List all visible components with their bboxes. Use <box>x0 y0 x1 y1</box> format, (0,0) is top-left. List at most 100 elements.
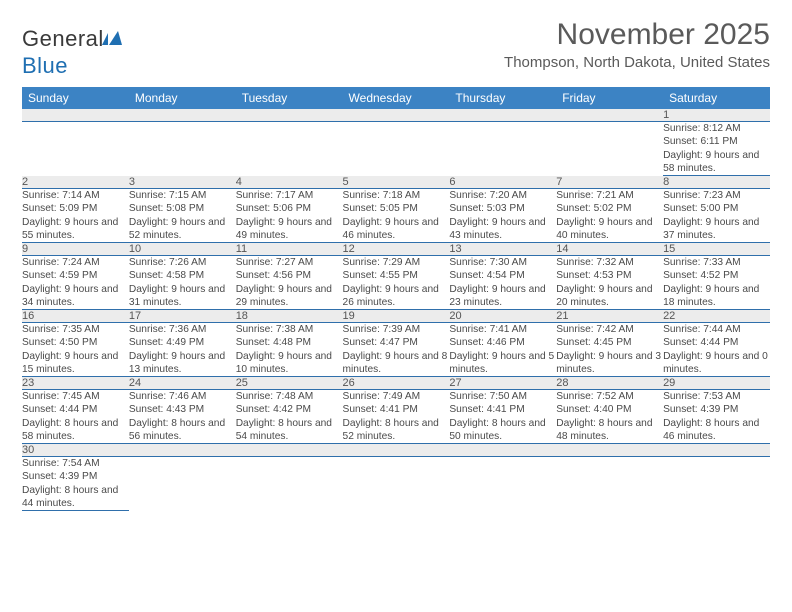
day-number <box>449 444 556 457</box>
sunset-text: Sunset: 4:42 PM <box>236 403 343 416</box>
day-number-row: 2345678 <box>22 176 770 189</box>
sunset-text: Sunset: 4:58 PM <box>129 269 236 282</box>
day-cell: Sunrise: 7:17 AMSunset: 5:06 PMDaylight:… <box>236 189 343 243</box>
day-number: 24 <box>129 377 236 390</box>
logo: GeneralBlue <box>22 26 125 79</box>
day-cell <box>449 457 556 511</box>
sunset-text: Sunset: 4:52 PM <box>663 269 770 282</box>
day-data-row: Sunrise: 7:45 AMSunset: 4:44 PMDaylight:… <box>22 390 770 444</box>
sunrise-text: Sunrise: 7:21 AM <box>556 189 663 202</box>
sunrise-text: Sunrise: 7:49 AM <box>343 390 450 403</box>
day-cell: Sunrise: 7:49 AMSunset: 4:41 PMDaylight:… <box>343 390 450 444</box>
weekday-header: Friday <box>556 87 663 109</box>
day-number: 3 <box>129 176 236 189</box>
day-cell <box>343 122 450 176</box>
sunrise-text: Sunrise: 7:39 AM <box>343 323 450 336</box>
sunset-text: Sunset: 4:39 PM <box>663 403 770 416</box>
sunset-text: Sunset: 4:40 PM <box>556 403 663 416</box>
sunrise-text: Sunrise: 7:38 AM <box>236 323 343 336</box>
weekday-header: Wednesday <box>343 87 450 109</box>
sunrise-text: Sunrise: 7:15 AM <box>129 189 236 202</box>
day-cell: Sunrise: 7:26 AMSunset: 4:58 PMDaylight:… <box>129 256 236 310</box>
daylight-text: Daylight: 9 hours and 49 minutes. <box>236 216 343 243</box>
day-cell: Sunrise: 7:27 AMSunset: 4:56 PMDaylight:… <box>236 256 343 310</box>
day-number <box>449 109 556 122</box>
sunset-text: Sunset: 4:44 PM <box>22 403 129 416</box>
day-number <box>343 444 450 457</box>
sunset-text: Sunset: 4:48 PM <box>236 336 343 349</box>
day-number <box>129 444 236 457</box>
day-cell: Sunrise: 7:23 AMSunset: 5:00 PMDaylight:… <box>663 189 770 243</box>
day-cell: Sunrise: 7:20 AMSunset: 5:03 PMDaylight:… <box>449 189 556 243</box>
sunrise-text: Sunrise: 7:23 AM <box>663 189 770 202</box>
day-cell <box>236 122 343 176</box>
day-cell: Sunrise: 7:38 AMSunset: 4:48 PMDaylight:… <box>236 323 343 377</box>
weekday-header: Saturday <box>663 87 770 109</box>
day-number-row: 16171819202122 <box>22 310 770 323</box>
sunset-text: Sunset: 4:41 PM <box>449 403 556 416</box>
sunrise-text: Sunrise: 7:45 AM <box>22 390 129 403</box>
day-number: 28 <box>556 377 663 390</box>
daylight-text: Daylight: 9 hours and 40 minutes. <box>556 216 663 243</box>
day-cell: Sunrise: 7:39 AMSunset: 4:47 PMDaylight:… <box>343 323 450 377</box>
sunset-text: Sunset: 4:59 PM <box>22 269 129 282</box>
calendar-body: 1Sunrise: 8:12 AMSunset: 6:11 PMDaylight… <box>22 109 770 511</box>
day-number: 5 <box>343 176 450 189</box>
sunrise-text: Sunrise: 7:46 AM <box>129 390 236 403</box>
sunset-text: Sunset: 5:09 PM <box>22 202 129 215</box>
sunrise-text: Sunrise: 7:32 AM <box>556 256 663 269</box>
daylight-text: Daylight: 8 hours and 44 minutes. <box>22 484 129 511</box>
daylight-text: Daylight: 9 hours and 55 minutes. <box>22 216 129 243</box>
day-number: 13 <box>449 243 556 256</box>
header: GeneralBlue November 2025 Thompson, Nort… <box>22 18 770 79</box>
day-number-row: 1 <box>22 109 770 122</box>
sunset-text: Sunset: 4:39 PM <box>22 470 129 483</box>
day-number <box>236 444 343 457</box>
day-number <box>556 109 663 122</box>
day-number: 25 <box>236 377 343 390</box>
sunrise-text: Sunrise: 7:53 AM <box>663 390 770 403</box>
logo-blue: Blue <box>22 53 68 78</box>
day-cell: Sunrise: 7:42 AMSunset: 4:45 PMDaylight:… <box>556 323 663 377</box>
day-cell: Sunrise: 7:35 AMSunset: 4:50 PMDaylight:… <box>22 323 129 377</box>
day-cell: Sunrise: 7:32 AMSunset: 4:53 PMDaylight:… <box>556 256 663 310</box>
day-number: 26 <box>343 377 450 390</box>
sunrise-text: Sunrise: 7:18 AM <box>343 189 450 202</box>
sunrise-text: Sunrise: 7:42 AM <box>556 323 663 336</box>
sunset-text: Sunset: 4:44 PM <box>663 336 770 349</box>
day-number: 10 <box>129 243 236 256</box>
sunset-text: Sunset: 5:08 PM <box>129 202 236 215</box>
day-data-row: Sunrise: 7:24 AMSunset: 4:59 PMDaylight:… <box>22 256 770 310</box>
day-number-row: 23242526272829 <box>22 377 770 390</box>
day-number: 22 <box>663 310 770 323</box>
sunrise-text: Sunrise: 7:33 AM <box>663 256 770 269</box>
daylight-text: Daylight: 8 hours and 54 minutes. <box>236 417 343 444</box>
sunset-text: Sunset: 4:56 PM <box>236 269 343 282</box>
day-number: 12 <box>343 243 450 256</box>
sunset-text: Sunset: 5:03 PM <box>449 202 556 215</box>
daylight-text: Daylight: 9 hours and 15 minutes. <box>22 350 129 377</box>
sunset-text: Sunset: 4:49 PM <box>129 336 236 349</box>
daylight-text: Daylight: 8 hours and 56 minutes. <box>129 417 236 444</box>
sunset-text: Sunset: 4:55 PM <box>343 269 450 282</box>
day-cell: Sunrise: 7:33 AMSunset: 4:52 PMDaylight:… <box>663 256 770 310</box>
day-number <box>236 109 343 122</box>
day-number: 9 <box>22 243 129 256</box>
day-number: 8 <box>663 176 770 189</box>
sunrise-text: Sunrise: 7:44 AM <box>663 323 770 336</box>
daylight-text: Daylight: 8 hours and 50 minutes. <box>449 417 556 444</box>
day-number <box>129 109 236 122</box>
daylight-text: Daylight: 9 hours and 29 minutes. <box>236 283 343 310</box>
sunrise-text: Sunrise: 7:35 AM <box>22 323 129 336</box>
daylight-text: Daylight: 9 hours and 58 minutes. <box>663 149 770 176</box>
day-number <box>22 109 129 122</box>
daylight-text: Daylight: 9 hours and 23 minutes. <box>449 283 556 310</box>
day-cell: Sunrise: 7:18 AMSunset: 5:05 PMDaylight:… <box>343 189 450 243</box>
day-number <box>663 444 770 457</box>
day-cell: Sunrise: 7:36 AMSunset: 4:49 PMDaylight:… <box>129 323 236 377</box>
daylight-text: Daylight: 9 hours and 31 minutes. <box>129 283 236 310</box>
sunset-text: Sunset: 5:05 PM <box>343 202 450 215</box>
sunrise-text: Sunrise: 7:41 AM <box>449 323 556 336</box>
day-number-row: 30 <box>22 444 770 457</box>
day-number: 16 <box>22 310 129 323</box>
